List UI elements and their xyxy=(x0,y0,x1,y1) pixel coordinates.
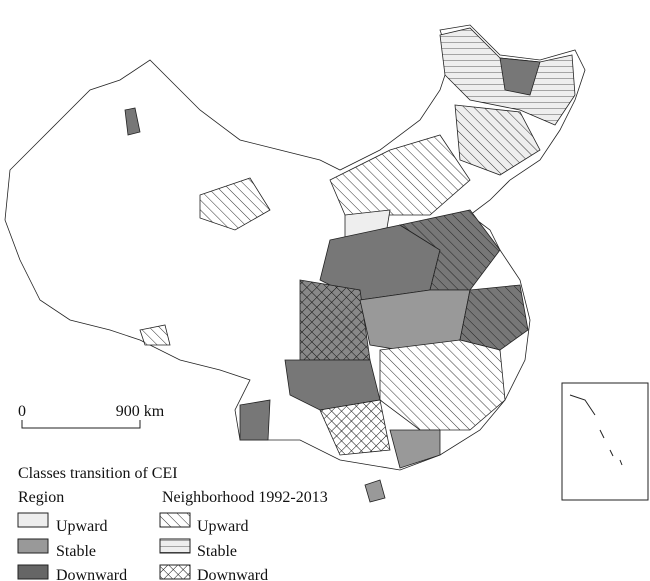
legend-title: Classes transition of CEI xyxy=(18,465,178,482)
legend-label: Upward xyxy=(197,518,249,535)
legend-label: Stable xyxy=(56,543,96,560)
scale-end: 900 km xyxy=(116,403,165,420)
china-map xyxy=(4,24,649,503)
legend-label: Downward xyxy=(197,567,268,581)
legend-group-title: Neighborhood 1992-2013 xyxy=(162,489,328,506)
legend-swatch xyxy=(159,512,191,528)
legend-swatch xyxy=(17,564,49,580)
legend: Classes transition of CEI Region Neighbo… xyxy=(17,465,328,581)
legend-swatch xyxy=(159,564,191,580)
legend-swatch xyxy=(17,538,49,554)
legend-swatch xyxy=(159,538,191,554)
hainan xyxy=(364,479,386,503)
inset-box xyxy=(561,382,649,501)
legend-group-title: Region xyxy=(18,489,64,506)
legend-swatch xyxy=(17,512,49,528)
legend-label: Downward xyxy=(56,567,127,581)
regions xyxy=(124,27,576,469)
legend-label: Stable xyxy=(197,543,237,560)
scale-start: 0 xyxy=(18,403,26,420)
inset-islands xyxy=(569,394,623,466)
legend-label: Upward xyxy=(56,518,108,535)
scale-line xyxy=(21,420,141,429)
scale-bar: 0 900 km xyxy=(18,403,165,429)
